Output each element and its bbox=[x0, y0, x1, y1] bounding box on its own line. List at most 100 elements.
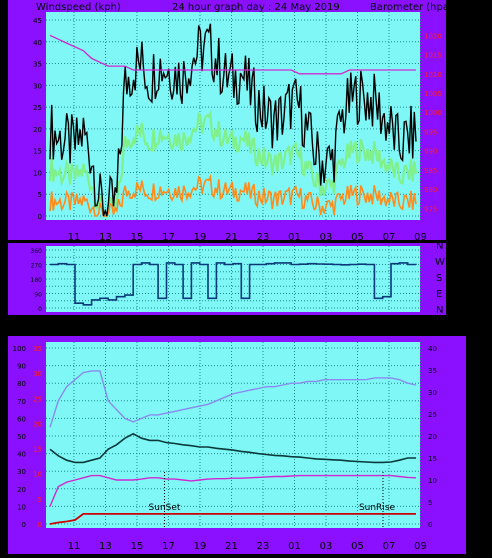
y-tick-label-temperature-20: 20 bbox=[428, 433, 437, 441]
y-tick-label-temperature-10: 10 bbox=[428, 477, 437, 485]
x-tick-label-p1-09-11: 09 bbox=[414, 232, 427, 243]
y-tick-label-windspeed-20: 20 bbox=[33, 126, 42, 134]
y-tick-label-rainfall-20: 20 bbox=[33, 420, 42, 428]
x-tick-label-p1-21-5: 21 bbox=[225, 232, 238, 243]
y-tick-label-barometer-1020: 1020 bbox=[424, 32, 442, 40]
y-tick-label-humidity-30: 30 bbox=[17, 468, 26, 476]
x-tick-label-p3-19-4: 19 bbox=[194, 541, 207, 552]
rainfall-axis-label: Rainfall (mm) bbox=[2, 323, 70, 334]
x-tick-label-p1-17-3: 17 bbox=[162, 232, 175, 243]
windspeed-axis-label: Windspeed (kph) bbox=[36, 2, 121, 13]
x-tick-label-p1-01-7: 01 bbox=[288, 232, 301, 243]
x-tick-label-p1-11-0: 11 bbox=[68, 232, 81, 243]
compass-n-top: N bbox=[436, 241, 443, 252]
y-tick-label-rainfall-0: 0 bbox=[38, 521, 42, 529]
y-tick-label-temperature-30: 30 bbox=[428, 389, 437, 397]
y-tick-label-humidity-100: 100 bbox=[13, 345, 26, 353]
x-tick-label-p3-13-1: 13 bbox=[99, 541, 112, 552]
graph-title: 24 hour graph day : 24 May 2019 bbox=[172, 2, 340, 13]
series-layer: SunSet SunRise bbox=[48, 23, 418, 528]
x-tick-label-p1-05-9: 05 bbox=[351, 232, 364, 243]
y-tick-label-humidity-60: 60 bbox=[17, 415, 26, 423]
sunset-label: SunSet bbox=[149, 503, 181, 513]
y-tick-label-windspeed-15: 15 bbox=[33, 148, 42, 156]
y-tick-label-barometer-985: 985 bbox=[424, 167, 437, 175]
x-tick-label-p3-07-10: 07 bbox=[383, 541, 396, 552]
series-windspeed-low bbox=[49, 173, 417, 217]
y-tick-label-humidity-50: 50 bbox=[17, 433, 26, 441]
y-tick-label-barometer-995: 995 bbox=[424, 128, 437, 136]
y-tick-label-barometer-990: 990 bbox=[424, 148, 437, 156]
sunrise-label: SunRise bbox=[359, 503, 396, 513]
series-humidity bbox=[49, 370, 417, 428]
y-tick-label-humidity-40: 40 bbox=[17, 451, 26, 459]
y-tick-label-rainfall-15: 15 bbox=[33, 446, 42, 454]
y-tick-label-humidity-0: 0 bbox=[22, 521, 26, 529]
y-tick-label-humidity-90: 90 bbox=[17, 363, 26, 371]
y-tick-label-windspeed-45: 45 bbox=[33, 17, 42, 25]
humidity-axis-label: Humidity (%) bbox=[66, 323, 132, 334]
y-tick-label-barometer-980: 980 bbox=[424, 186, 437, 194]
x-tick-label-p1-13-1: 13 bbox=[99, 232, 112, 243]
y-tick-label-windspeed-0: 0 bbox=[38, 213, 42, 221]
y-tick-label-barometer-1000: 1000 bbox=[424, 109, 442, 117]
x-tick-label-p3-09-11: 09 bbox=[414, 541, 427, 552]
y-tick-label-humidity-70: 70 bbox=[17, 398, 26, 406]
y-tick-label-direction-360: 360 bbox=[31, 248, 43, 255]
x-tick-label-p3-23-6: 23 bbox=[257, 541, 270, 552]
x-tick-label-p3-21-5: 21 bbox=[225, 541, 238, 552]
y-tick-label-direction-180: 180 bbox=[31, 277, 43, 284]
barometer-axis-label: Barometer (hpa) bbox=[370, 2, 453, 13]
y-tick-label-rainfall-5: 5 bbox=[38, 496, 42, 504]
compass-n-bottom: N bbox=[436, 305, 443, 316]
y-tick-label-temperature-35: 35 bbox=[428, 367, 437, 375]
y-tick-label-rainfall-35: 35 bbox=[33, 345, 42, 353]
y-tick-label-temperature-25: 25 bbox=[428, 411, 437, 419]
x-tick-label-p3-17-3: 17 bbox=[162, 541, 175, 552]
series-temperature bbox=[49, 432, 416, 464]
y-tick-label-humidity-10: 10 bbox=[17, 503, 26, 511]
tick-label-layer: 1111131315151717191921212323010103030505… bbox=[13, 17, 442, 552]
compass-e: E bbox=[436, 289, 442, 300]
y-tick-label-barometer-1015: 1015 bbox=[424, 52, 442, 60]
y-tick-label-direction-270: 270 bbox=[31, 263, 43, 270]
y-tick-label-humidity-20: 20 bbox=[17, 486, 26, 494]
y-tick-label-temperature-5: 5 bbox=[428, 499, 432, 507]
y-tick-label-rainfall-30: 30 bbox=[33, 370, 42, 378]
panel3-plot-area bbox=[46, 342, 420, 528]
y-tick-label-humidity-80: 80 bbox=[17, 380, 26, 388]
series-wind-direction bbox=[50, 262, 417, 306]
y-tick-label-temperature-15: 15 bbox=[428, 455, 437, 463]
y-tick-label-windspeed-35: 35 bbox=[33, 61, 42, 69]
series-dew-point bbox=[49, 474, 417, 507]
x-tick-label-p1-23-6: 23 bbox=[257, 232, 270, 243]
temperature-axis-label: Temperature (°C)Dew Point (°C) bbox=[310, 323, 470, 334]
y-tick-label-windspeed-25: 25 bbox=[33, 104, 42, 112]
y-tick-label-barometer-1005: 1005 bbox=[424, 90, 442, 98]
series-windspeed-avg bbox=[48, 109, 418, 220]
y-tick-label-rainfall-10: 10 bbox=[33, 471, 42, 479]
x-tick-label-p1-15-2: 15 bbox=[131, 232, 144, 243]
y-tick-label-windspeed-30: 30 bbox=[33, 82, 42, 90]
x-tick-label-p3-05-9: 05 bbox=[351, 541, 364, 552]
y-tick-label-windspeed-40: 40 bbox=[33, 39, 42, 47]
x-tick-label-p1-19-4: 19 bbox=[194, 232, 207, 243]
y-tick-label-windspeed-10: 10 bbox=[33, 169, 42, 177]
series-rainfall bbox=[49, 513, 416, 525]
y-tick-label-rainfall-25: 25 bbox=[33, 395, 42, 403]
series-windspeed bbox=[49, 23, 417, 217]
y-tick-label-temperature-40: 40 bbox=[428, 345, 437, 353]
x-tick-label-p3-03-8: 03 bbox=[320, 541, 333, 552]
compass-s: S bbox=[436, 273, 442, 284]
x-tick-label-p3-15-2: 15 bbox=[131, 541, 144, 552]
x-tick-label-p1-07-10: 07 bbox=[383, 232, 396, 243]
x-tick-label-p1-03-8: 03 bbox=[320, 232, 333, 243]
y-tick-label-barometer-975: 975 bbox=[424, 205, 437, 213]
x-tick-label-p3-11-0: 11 bbox=[68, 541, 81, 552]
x-tick-label-p3-01-7: 01 bbox=[288, 541, 301, 552]
y-tick-label-direction-90: 90 bbox=[34, 292, 42, 299]
y-tick-label-windspeed-5: 5 bbox=[38, 191, 42, 199]
series-barometer bbox=[49, 34, 416, 75]
